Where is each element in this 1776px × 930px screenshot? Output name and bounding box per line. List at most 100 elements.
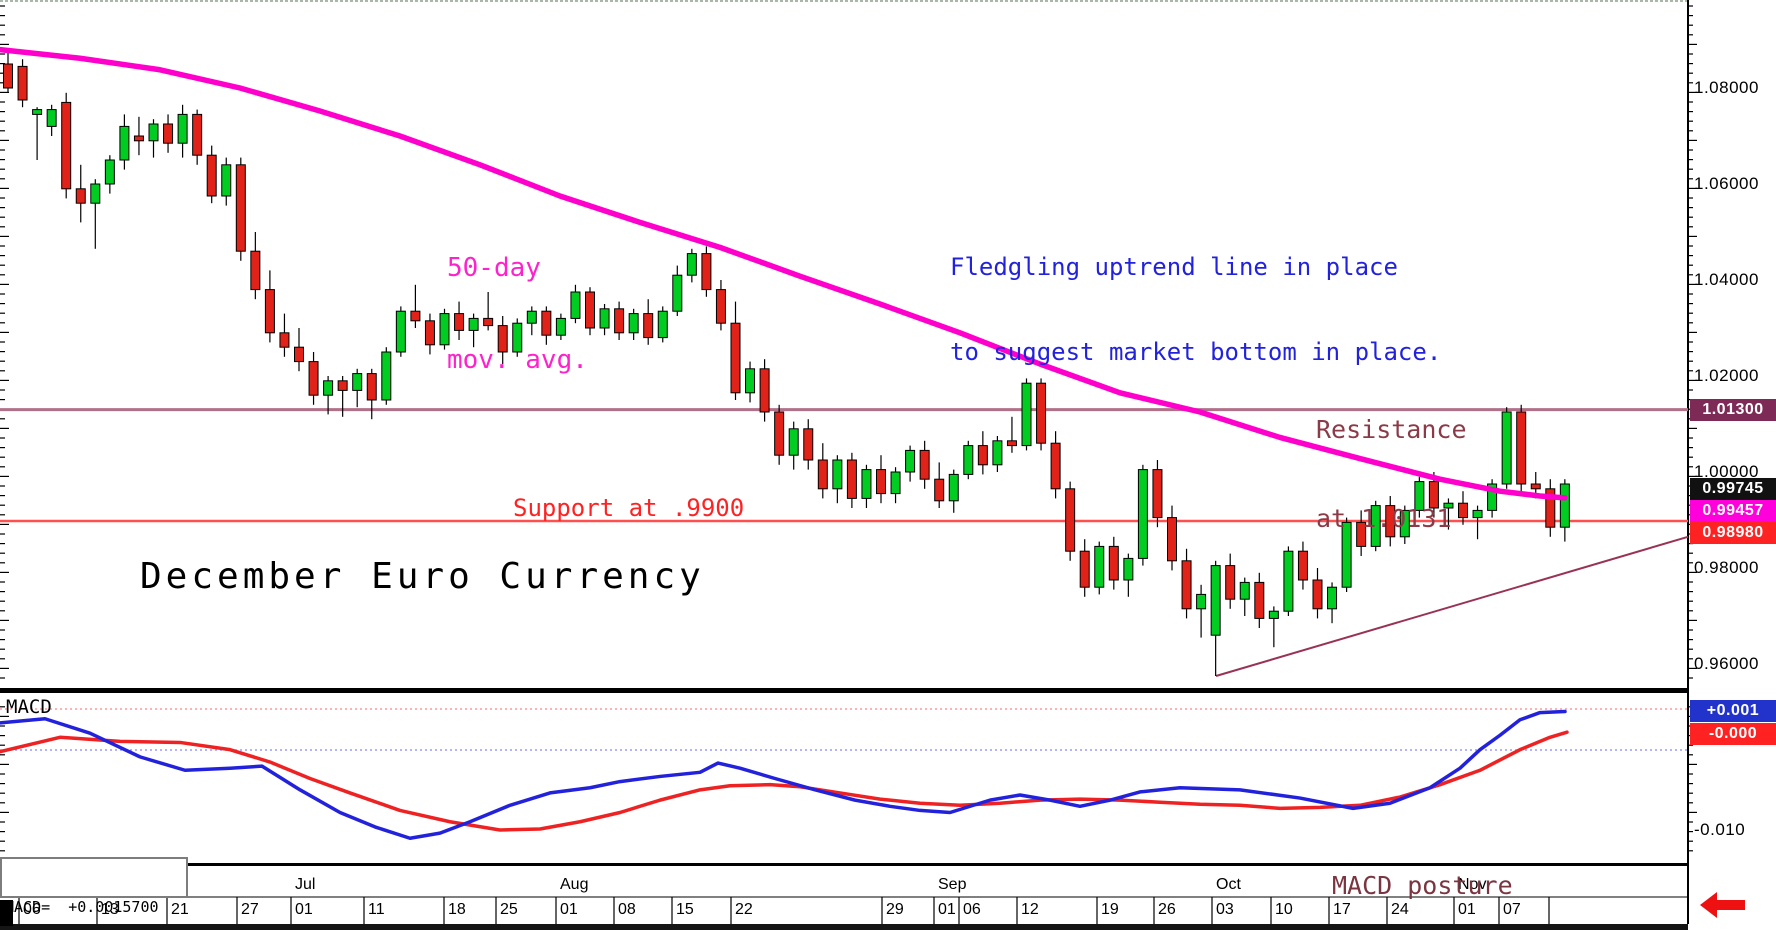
- candle-down: [817, 459, 828, 490]
- date-tick-label: 10: [1275, 901, 1293, 918]
- candle-down: [1356, 521, 1367, 547]
- price-axis-label: 0.98000: [1694, 558, 1759, 577]
- date-tick-label: 19: [1101, 901, 1119, 918]
- month-label: Jul: [295, 876, 316, 893]
- month-label: Aug: [560, 876, 589, 893]
- candle-down: [1079, 550, 1090, 588]
- candle-down: [934, 478, 945, 502]
- uptrend-annotation-line2: to suggest market bottom in place.: [950, 337, 1442, 366]
- candle-up: [512, 322, 523, 353]
- left-arrow-icon: [1700, 892, 1745, 918]
- candle-down: [1530, 483, 1541, 490]
- price-badge: -0.000: [1690, 723, 1776, 745]
- candle-up: [32, 109, 43, 115]
- month-label: Nov: [1458, 876, 1487, 893]
- date-tick-label: 26: [1158, 901, 1176, 918]
- candle-up: [948, 473, 959, 502]
- resistance-annotation: Resistance at 1.0131: [1316, 356, 1467, 592]
- candle-up: [381, 351, 392, 401]
- candle-down: [337, 380, 348, 391]
- candle-down: [1516, 411, 1527, 485]
- candle-down: [643, 313, 654, 339]
- candle-down: [1428, 481, 1439, 509]
- uptrend-line: [1215, 535, 1689, 677]
- candle-up: [1239, 581, 1250, 600]
- candle-down: [1036, 382, 1047, 444]
- candle-up: [395, 310, 406, 353]
- candle-up: [992, 440, 1003, 466]
- candle-down: [1065, 488, 1076, 552]
- price-axis-label: 1.04000: [1694, 270, 1759, 289]
- candle-up: [46, 109, 57, 127]
- candle-down: [919, 449, 930, 480]
- candle-down: [541, 310, 552, 336]
- candle-down: [75, 188, 86, 204]
- candle-up: [1414, 481, 1425, 511]
- date-tick-label: 06: [23, 901, 41, 918]
- candles-group: [3, 52, 1570, 676]
- date-tick-label: 13: [101, 901, 119, 918]
- candle-down: [1108, 545, 1119, 581]
- candle-down: [424, 320, 435, 346]
- candle-up: [1327, 586, 1338, 610]
- corner-square: [0, 900, 13, 926]
- candle-up: [657, 310, 668, 339]
- candle-down: [3, 63, 13, 89]
- candle-up: [323, 380, 334, 396]
- candle-down: [759, 368, 770, 413]
- candle-down: [133, 135, 144, 142]
- candle-down: [250, 250, 261, 291]
- candle-up: [1472, 509, 1483, 519]
- candle-up: [1559, 483, 1570, 528]
- candle-down: [1167, 517, 1177, 562]
- price-badge: 0.99745: [1690, 478, 1776, 500]
- resistance-annotation-line1: Resistance: [1316, 415, 1467, 444]
- candle-up: [104, 159, 115, 185]
- candle-up: [1196, 593, 1207, 610]
- candle-up: [526, 310, 537, 324]
- candle-up: [221, 164, 232, 197]
- candle-up: [468, 317, 479, 331]
- date-tick-label: 12: [1021, 901, 1039, 918]
- candle-up: [1370, 505, 1381, 547]
- candle-up: [90, 183, 101, 204]
- macd-bottom-border: [0, 863, 1688, 866]
- date-tick-label: 21: [171, 901, 189, 918]
- candle-down: [701, 253, 712, 291]
- candle-up: [599, 308, 610, 329]
- candle-down: [235, 164, 246, 252]
- candle-down: [1152, 469, 1163, 519]
- macd-readout-line1: MACD= +0.0015700: [5, 898, 159, 916]
- candle-up: [555, 317, 566, 336]
- price-badge: +0.001: [1690, 700, 1776, 722]
- candle-up: [905, 449, 916, 473]
- candle-up: [1501, 411, 1512, 485]
- candle-down: [497, 325, 508, 353]
- candle-up: [119, 125, 130, 161]
- date-tick-label: 24: [1391, 901, 1409, 918]
- date-tick-label: 17: [1333, 901, 1351, 918]
- candle-down: [774, 411, 785, 456]
- ma-label: 50-day mov. avg.: [447, 192, 588, 437]
- candle-down: [1254, 581, 1265, 619]
- price-axis-label: 1.00000: [1694, 462, 1759, 481]
- resistance-annotation-line2: at 1.0131: [1316, 503, 1452, 533]
- date-tick-label: 01: [295, 901, 313, 918]
- date-tick-label: 01: [938, 901, 956, 918]
- candle-down: [483, 317, 494, 327]
- uptrend-annotation: Fledgling uptrend line in place to sugge…: [950, 196, 1441, 423]
- candle-up: [788, 428, 799, 456]
- candle-up: [148, 123, 159, 142]
- candle-up: [1283, 550, 1294, 612]
- candle-up: [628, 313, 639, 334]
- candle-down: [846, 459, 857, 499]
- macd-readout-box: MACD= +0.0015700 MACDA= -0.0005046: [0, 857, 188, 916]
- price-badge: 1.01300: [1690, 399, 1776, 421]
- candle-up: [890, 471, 901, 495]
- date-tick-label: 25: [500, 901, 518, 918]
- candle-down: [977, 445, 988, 466]
- date-tick-label: 27: [241, 901, 259, 918]
- candle-up: [1210, 565, 1221, 636]
